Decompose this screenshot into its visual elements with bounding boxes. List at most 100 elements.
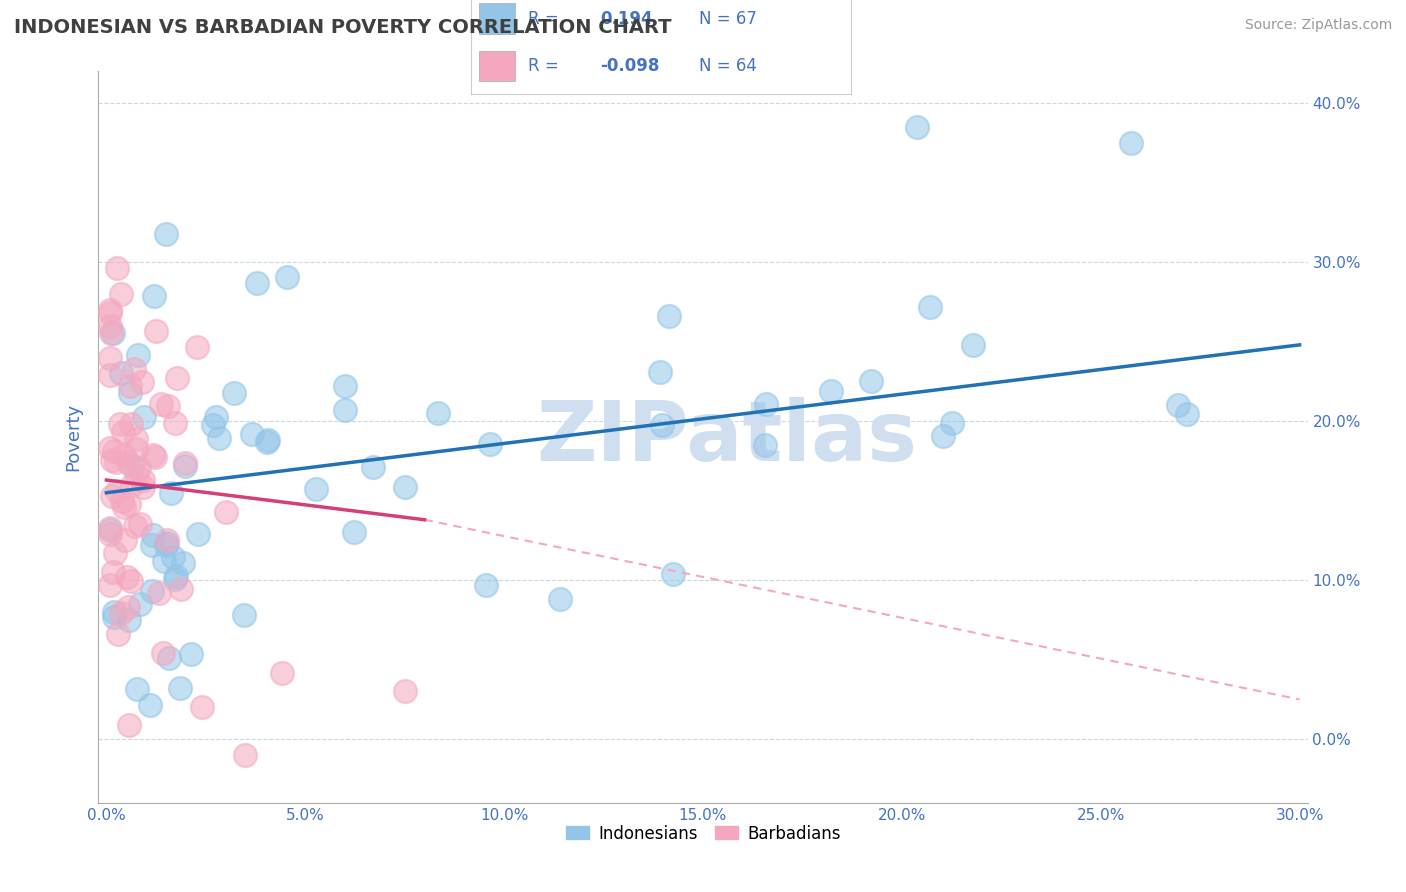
- Point: [128, 348, 150, 362]
- Point: [941, 417, 963, 431]
- Point: [187, 527, 209, 541]
- Point: [165, 572, 187, 586]
- Point: [1167, 398, 1189, 412]
- Text: R =: R =: [529, 10, 558, 28]
- Point: [120, 574, 142, 588]
- Point: [120, 417, 142, 432]
- Point: [98, 351, 121, 365]
- Point: [98, 578, 121, 592]
- Point: [174, 456, 197, 470]
- Point: [101, 453, 124, 467]
- Point: [143, 450, 166, 464]
- Point: [918, 300, 941, 314]
- Point: [233, 748, 256, 763]
- Point: [132, 473, 155, 487]
- Point: [394, 480, 416, 494]
- Point: [246, 277, 269, 291]
- Point: [214, 505, 236, 519]
- Point: [651, 417, 673, 432]
- Point: [110, 286, 132, 301]
- Point: [118, 379, 141, 393]
- Point: [169, 681, 191, 695]
- Point: [103, 609, 125, 624]
- Point: [755, 397, 778, 411]
- Point: [962, 338, 984, 352]
- Point: [103, 605, 125, 619]
- Point: [118, 613, 141, 627]
- Text: -0.098: -0.098: [600, 57, 659, 75]
- Point: [98, 527, 121, 541]
- Text: N = 64: N = 64: [699, 57, 756, 75]
- Point: [174, 458, 197, 473]
- Point: [156, 535, 179, 549]
- Point: [141, 583, 163, 598]
- Point: [121, 459, 143, 474]
- Point: [132, 480, 155, 494]
- Point: [820, 384, 842, 399]
- Legend: Indonesians, Barbadians: Indonesians, Barbadians: [558, 818, 848, 849]
- Point: [100, 326, 122, 341]
- Point: [191, 700, 214, 714]
- Point: [478, 437, 501, 451]
- Point: [129, 516, 152, 531]
- Point: [648, 365, 671, 379]
- Point: [276, 269, 298, 284]
- Point: [125, 467, 148, 482]
- Point: [475, 577, 498, 591]
- Point: [114, 533, 136, 547]
- Point: [98, 368, 121, 383]
- Point: [148, 586, 170, 600]
- FancyBboxPatch shape: [478, 4, 515, 34]
- Text: N = 67: N = 67: [699, 10, 756, 28]
- Point: [108, 417, 131, 431]
- Point: [131, 375, 153, 389]
- Point: [270, 666, 292, 681]
- Point: [163, 416, 186, 430]
- Point: [335, 379, 357, 393]
- Point: [110, 607, 132, 621]
- Point: [205, 409, 228, 424]
- Point: [658, 309, 681, 323]
- Point: [155, 227, 177, 241]
- Point: [860, 374, 883, 388]
- Point: [361, 460, 384, 475]
- Point: [129, 597, 152, 611]
- Point: [186, 340, 208, 354]
- Point: [145, 324, 167, 338]
- Point: [112, 500, 135, 514]
- Point: [104, 455, 127, 469]
- Point: [165, 569, 187, 583]
- Point: [142, 448, 165, 462]
- Point: [105, 261, 128, 276]
- Point: [101, 565, 124, 579]
- Point: [240, 426, 263, 441]
- Point: [127, 681, 149, 696]
- Point: [98, 302, 121, 317]
- Point: [152, 554, 174, 568]
- Point: [162, 549, 184, 564]
- Point: [394, 684, 416, 698]
- Point: [104, 546, 127, 560]
- Point: [201, 417, 224, 432]
- Text: Source: ZipAtlas.com: Source: ZipAtlas.com: [1244, 18, 1392, 32]
- Point: [157, 399, 180, 413]
- Point: [155, 538, 177, 552]
- Point: [143, 289, 166, 303]
- Point: [1119, 136, 1142, 150]
- Point: [117, 599, 139, 614]
- Point: [931, 429, 953, 443]
- Point: [172, 556, 194, 570]
- Point: [120, 386, 142, 401]
- Point: [98, 524, 121, 538]
- Point: [117, 717, 139, 731]
- Point: [105, 484, 128, 499]
- Point: [103, 443, 125, 458]
- Point: [128, 460, 150, 475]
- Text: 0.194: 0.194: [600, 10, 652, 28]
- Point: [550, 591, 572, 606]
- Point: [125, 442, 148, 456]
- Point: [661, 566, 683, 581]
- Point: [98, 306, 121, 320]
- Point: [117, 497, 139, 511]
- Point: [256, 434, 278, 449]
